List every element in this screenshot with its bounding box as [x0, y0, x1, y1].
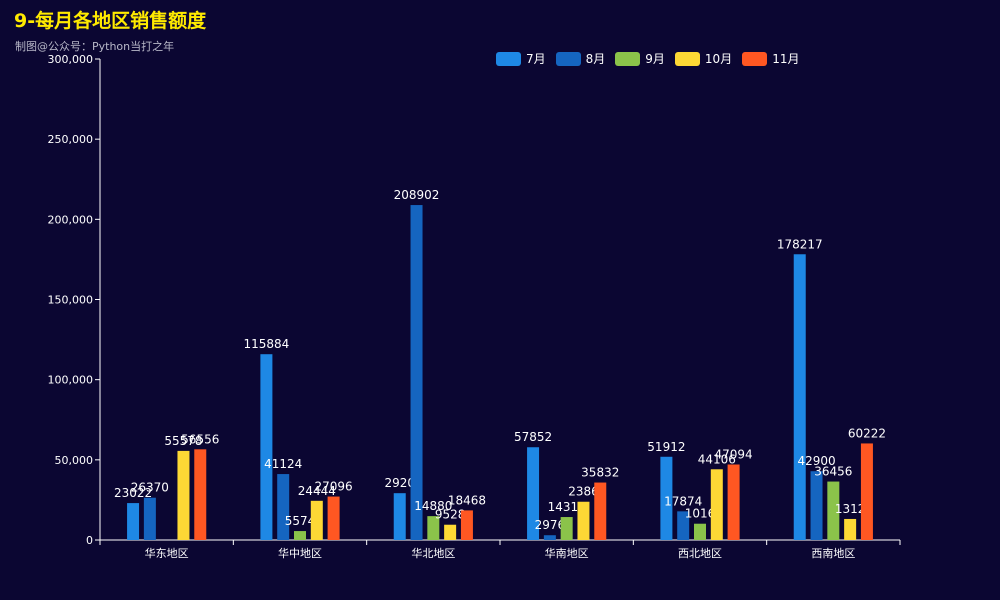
bar	[460, 510, 473, 540]
chart-title: 9-每月各地区销售额度	[14, 10, 207, 32]
data-label: 9528	[435, 508, 466, 522]
bar	[844, 518, 857, 540]
legend: 7月 8月 9月 10月 11月	[496, 50, 799, 67]
legend-label: 8月	[585, 52, 606, 66]
data-label: 23022	[114, 486, 152, 500]
bar	[793, 254, 806, 541]
data-label: 35832	[581, 466, 619, 480]
legend-swatch	[742, 51, 768, 66]
bar	[543, 535, 556, 540]
bar	[660, 456, 673, 540]
bar	[727, 464, 740, 540]
data-label: 14316	[548, 500, 586, 514]
bar	[177, 450, 190, 540]
data-label: 5574	[285, 514, 316, 528]
x-tick-label: 华南地区	[545, 546, 589, 560]
bar	[694, 523, 706, 540]
data-label: 51912	[647, 440, 685, 454]
data-label: 47094	[715, 447, 753, 461]
bar	[393, 493, 406, 540]
y-tick-label: 100,000	[48, 374, 94, 387]
bar	[294, 531, 306, 540]
legend-label: 11月	[772, 52, 800, 66]
data-label: 1016	[685, 507, 716, 521]
legend-item[interactable]: 8月	[555, 50, 606, 67]
legend-item[interactable]: 11月	[742, 50, 799, 67]
data-label: 2386	[568, 485, 599, 499]
data-label: 1312	[835, 502, 866, 516]
data-label: 60222	[848, 426, 886, 440]
bar	[310, 500, 323, 540]
y-tick-label: 150,000	[48, 294, 94, 307]
data-label: 42900	[797, 454, 835, 468]
legend-label: 7月	[526, 52, 546, 66]
data-label: 36456	[814, 465, 852, 479]
bar	[143, 497, 156, 540]
legend-label: 10月	[704, 52, 733, 66]
legend-item[interactable]: 7月	[496, 50, 546, 67]
chart-subtitle: 制图@公众号：Python当打之年	[15, 40, 175, 53]
bar	[560, 517, 573, 540]
x-tick-label: 华中地区	[278, 546, 322, 560]
bar	[577, 501, 590, 540]
bar	[860, 443, 873, 540]
data-label: 18468	[448, 493, 486, 507]
x-tick-label: 西南地区	[811, 547, 855, 560]
x-tick-label: 西北地区	[678, 547, 722, 560]
bar	[327, 496, 340, 540]
bar	[444, 524, 457, 540]
legend-label: 9月	[645, 52, 665, 66]
bar	[427, 516, 440, 540]
data-label: 208902	[394, 188, 440, 202]
bar	[194, 449, 207, 540]
legend-swatch	[496, 51, 521, 66]
bar	[527, 447, 540, 540]
bar	[410, 205, 423, 540]
legend-swatch	[555, 51, 581, 66]
data-label: 26370	[131, 481, 169, 495]
data-label: 115884	[243, 337, 289, 351]
bar	[810, 471, 823, 540]
bar	[277, 474, 290, 540]
data-label: 2920	[384, 476, 415, 490]
y-tick-label: 200,000	[48, 213, 94, 226]
data-label: 14880	[414, 499, 452, 513]
bar	[260, 354, 273, 540]
data-label: 178217	[777, 237, 823, 251]
bar	[710, 469, 723, 540]
data-label: 41124	[264, 457, 302, 471]
y-tick-label: 50,000	[55, 454, 94, 467]
data-label: 55578	[164, 434, 202, 448]
data-label: 17874	[664, 494, 702, 508]
y-tick-label: 0	[86, 534, 93, 547]
legend-swatch	[615, 51, 641, 66]
legend-item[interactable]: 10月	[674, 50, 733, 67]
data-label: 44106	[698, 452, 736, 466]
x-tick-label: 华北地区	[411, 546, 455, 560]
data-label: 57852	[514, 430, 552, 444]
legend-swatch	[674, 51, 700, 66]
x-tick-label: 华东地区	[145, 546, 189, 560]
data-label: 56556	[181, 432, 219, 446]
y-tick-label: 250,000	[48, 133, 94, 146]
y-tick-label: 300,000	[48, 53, 94, 66]
bar	[127, 503, 140, 540]
legend-item[interactable]: 9月	[615, 50, 665, 67]
data-label: 2976	[535, 518, 566, 532]
bar	[827, 481, 840, 540]
bar	[594, 482, 607, 540]
bar	[677, 511, 690, 540]
data-label: 27096	[315, 480, 353, 494]
data-label: 24444	[298, 484, 336, 498]
